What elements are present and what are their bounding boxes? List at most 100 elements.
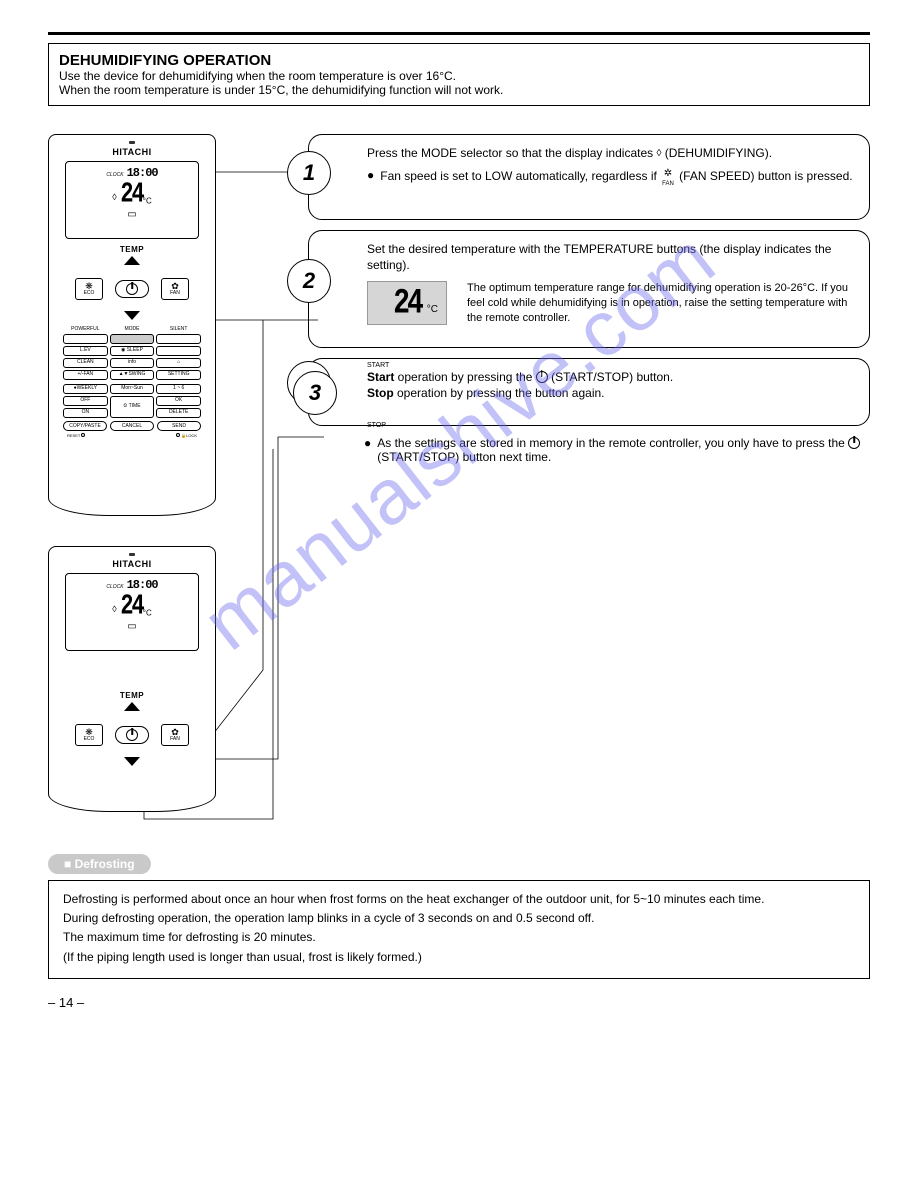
step-3-stop: Stop operation by pressing the button ag…	[367, 385, 855, 401]
delete-button[interactable]: DELETE	[156, 408, 201, 418]
step-2: 2 Set the desired temperature with the T…	[308, 230, 870, 348]
defrosting-box: Defrosting is performed about once an ho…	[48, 880, 870, 979]
lock-pinhole-icon[interactable]	[176, 433, 180, 437]
fan-speed-button[interactable]: ✿FAN	[161, 278, 189, 300]
fan-icon-stack: ✲ FAN	[662, 167, 674, 187]
remote-controller-open: HITACHI CLOCK 18:00 ◊ 24°C ▭ TEMP ❋ECO ✿	[48, 134, 216, 516]
mon-sun-button[interactable]: Mon~Sun	[110, 384, 155, 394]
dehumidify-icon: ◊	[112, 192, 116, 202]
remote-lcd: CLOCK 18:00 ◊ 24°C ▭	[65, 161, 199, 239]
step-2-heading: Set the desired temperature with the TEM…	[367, 241, 855, 273]
memory-note: ● As the settings are stored in memory i…	[364, 436, 870, 464]
step-1-text: Press the MODE selector so that the disp…	[367, 145, 855, 161]
time-button[interactable]: ⏲ TIME	[110, 396, 155, 418]
operation-mode-header: DEHUMIDIFYING OPERATION Use the device f…	[48, 43, 870, 106]
step-3: 3 Start operation by pressing the (START…	[308, 358, 870, 426]
clock-label: CLOCK	[106, 172, 123, 178]
eco-button[interactable]: ❋ECO	[75, 278, 103, 300]
mode-subtitle: Use the device for dehumidifying when th…	[59, 69, 859, 97]
lcd-temp-unit: °C	[143, 197, 152, 206]
power-icon	[126, 729, 138, 741]
powerful-label: POWERFUL	[63, 326, 108, 332]
lev-button[interactable]: L.EV	[63, 346, 108, 356]
step-1: 1 Press the MODE selector so that the di…	[308, 134, 870, 220]
option-button-1[interactable]	[156, 346, 201, 356]
setting-button[interactable]: SETTING	[156, 370, 201, 380]
lcd-temp-value: 24	[120, 590, 142, 623]
send-button[interactable]: SEND	[157, 421, 201, 431]
clean-button[interactable]: CLEAN	[63, 358, 108, 368]
cancel-button[interactable]: CANCEL	[110, 421, 154, 431]
temp-down-button[interactable]	[124, 311, 140, 320]
ok-button[interactable]: OK	[156, 396, 201, 406]
timer-on-button[interactable]: ON	[63, 408, 108, 418]
step-number: 3	[293, 371, 337, 415]
step-2-row: 24 °C The optimum temperature range for …	[367, 281, 855, 326]
bottom-button-row: COPY/PASTE CANCEL SEND	[63, 421, 201, 431]
lcd-temp-value: 24	[120, 178, 142, 211]
temp-down-button[interactable]	[124, 757, 140, 766]
step-number: 1	[287, 151, 331, 195]
reset-row: RESET 🔒LOCK	[67, 433, 197, 438]
powerful-button[interactable]	[63, 334, 108, 344]
temp-display-value: 24	[393, 282, 421, 329]
info-button[interactable]: info	[110, 358, 155, 368]
reset-pinhole-icon[interactable]	[81, 433, 85, 437]
header-rule	[48, 28, 870, 35]
defrost-line-3: The maximum time for defrosting is 20 mi…	[63, 929, 855, 945]
mode-label: MODE	[110, 326, 155, 332]
ir-emitter-icon	[129, 553, 135, 556]
timer-off-button[interactable]: OFF	[63, 396, 108, 406]
temperature-dpad: ❋ECO ✿FAN	[75, 702, 189, 766]
eco-button[interactable]: ❋ECO	[75, 724, 103, 746]
temperature-dpad: ❋ECO ✿FAN	[75, 256, 189, 320]
dehumidify-drop-icon: ◊	[656, 147, 661, 161]
fan-icon: ✲	[664, 167, 672, 181]
step-3-start: Start operation by pressing the (START/S…	[367, 369, 855, 385]
timer-button-grid: ●WEEKLY Mon~Sun 1 ~ 6 OFF ⏲ TIME OK ON D…	[63, 384, 201, 418]
instruction-steps: 1 Press the MODE selector so that the di…	[308, 134, 870, 490]
sleep-button[interactable]: ◉ SLEEP	[110, 346, 155, 356]
brand-label: HITACHI	[57, 559, 207, 569]
page-number: – 14 –	[48, 995, 870, 1010]
defrost-line-2: During defrosting operation, the operati…	[63, 910, 855, 926]
defrosting-heading: ■ Defrosting	[48, 854, 151, 874]
function-button-grid: POWERFUL MODE SILENT L.EV ◉ SLEEP CLEAN …	[63, 326, 201, 380]
clock-label: CLOCK	[106, 584, 123, 590]
temperature-display: 24 °C	[367, 281, 447, 325]
mode-button[interactable]	[110, 334, 155, 344]
temp-section-label: TEMP	[57, 245, 207, 254]
temp-section-label: TEMP	[57, 691, 207, 700]
start-stop-button[interactable]	[115, 280, 149, 298]
weekly-button[interactable]: ●WEEKLY	[63, 384, 108, 394]
copy-paste-button[interactable]: COPY/PASTE	[63, 421, 107, 431]
fan-swing-button[interactable]: +/-FAN	[63, 370, 108, 380]
start-stop-button[interactable]	[115, 726, 149, 744]
power-icon	[126, 283, 138, 295]
start-overlay-label: START	[367, 362, 389, 369]
stop-overlay-label: STOP	[367, 422, 386, 429]
bullet-icon: ●	[367, 167, 374, 187]
bullet-icon: ●	[364, 436, 371, 464]
defrost-line-4: (If the piping length used is longer tha…	[63, 949, 855, 965]
reset-label: RESET	[67, 433, 80, 438]
power-icon	[848, 437, 860, 449]
dehumidify-icon: ◊	[112, 604, 116, 614]
swing-button[interactable]: ▲▼SWING	[110, 370, 155, 380]
power-icon	[536, 371, 548, 383]
temp-up-button[interactable]	[124, 702, 140, 711]
defrost-line-1: Defrosting is performed about once an ho…	[63, 891, 855, 907]
ir-emitter-icon	[129, 141, 135, 144]
one-six-button[interactable]: 1 ~ 6	[156, 384, 201, 394]
silent-label: SILENT	[156, 326, 201, 332]
temp-display-unit: °C	[427, 303, 438, 317]
mode-title: DEHUMIDIFYING OPERATION	[59, 52, 859, 69]
main-content: HITACHI CLOCK 18:00 ◊ 24°C ▭ TEMP ❋ECO ✿	[48, 124, 870, 834]
step-number: 2	[287, 259, 331, 303]
silent-button[interactable]	[156, 334, 201, 344]
temp-up-button[interactable]	[124, 256, 140, 265]
remote-controller-closed: HITACHI CLOCK 18:00 ◊ 24°C ▭ TEMP ❋ECO	[48, 546, 216, 812]
home-leave-button[interactable]: ⌂	[156, 358, 201, 368]
fan-speed-button[interactable]: ✿FAN	[161, 724, 189, 746]
lock-label: 🔒LOCK	[181, 433, 197, 438]
